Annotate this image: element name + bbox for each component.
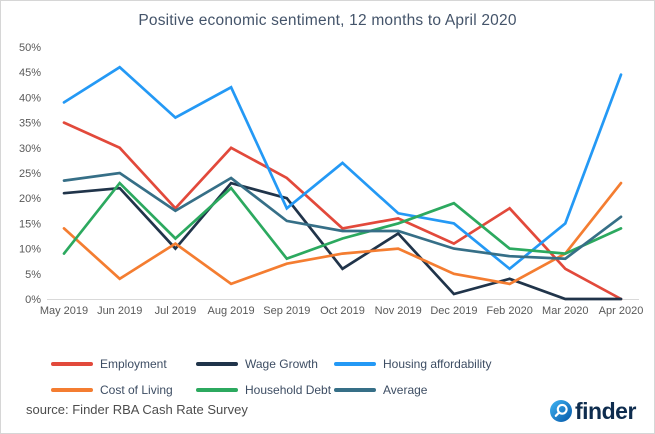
x-tick-label: May 2019: [40, 305, 88, 317]
x-tick-label: Aug 2019: [208, 305, 255, 317]
y-tick-label: 25%: [19, 168, 41, 180]
source-text: source: Finder RBA Cash Rate Survey: [26, 402, 248, 417]
magnifier-icon: [550, 400, 572, 422]
series-line-wage-growth: [62, 181, 623, 301]
series-line-housing-affordability: [62, 65, 623, 271]
y-tick-label: 50%: [19, 42, 41, 54]
finder-logo-text: finder: [575, 398, 636, 424]
x-tick-label: Jun 2019: [97, 305, 142, 317]
x-tick-label: Apr 2020: [599, 305, 644, 317]
y-tick-label: 35%: [19, 118, 41, 130]
x-tick-label: Sep 2019: [263, 305, 310, 317]
y-tick-label: 5%: [25, 269, 41, 281]
series-line-employment: [62, 121, 623, 301]
finder-logo: finder: [550, 398, 636, 424]
x-tick-label: Feb 2020: [486, 305, 532, 317]
y-tick-label: 15%: [19, 218, 41, 230]
series-line-cost-of-living: [62, 181, 623, 286]
y-tick-label: 20%: [19, 193, 41, 205]
x-tick-label: Nov 2019: [375, 305, 422, 317]
series-line-average: [62, 171, 623, 261]
x-tick-label: Jul 2019: [155, 305, 197, 317]
x-tick-label: Mar 2020: [542, 305, 588, 317]
x-tick-label: Oct 2019: [320, 305, 365, 317]
y-tick-label: 0%: [25, 294, 41, 306]
chart-title: Positive economic sentiment, 12 months t…: [138, 12, 517, 29]
series-line-household-debt: [62, 181, 623, 261]
y-tick-label: 45%: [19, 67, 41, 79]
y-tick-label: 40%: [19, 92, 41, 104]
y-tick-label: 10%: [19, 244, 41, 256]
y-tick-label: 30%: [19, 143, 41, 155]
x-tick-label: Dec 2019: [430, 305, 477, 317]
